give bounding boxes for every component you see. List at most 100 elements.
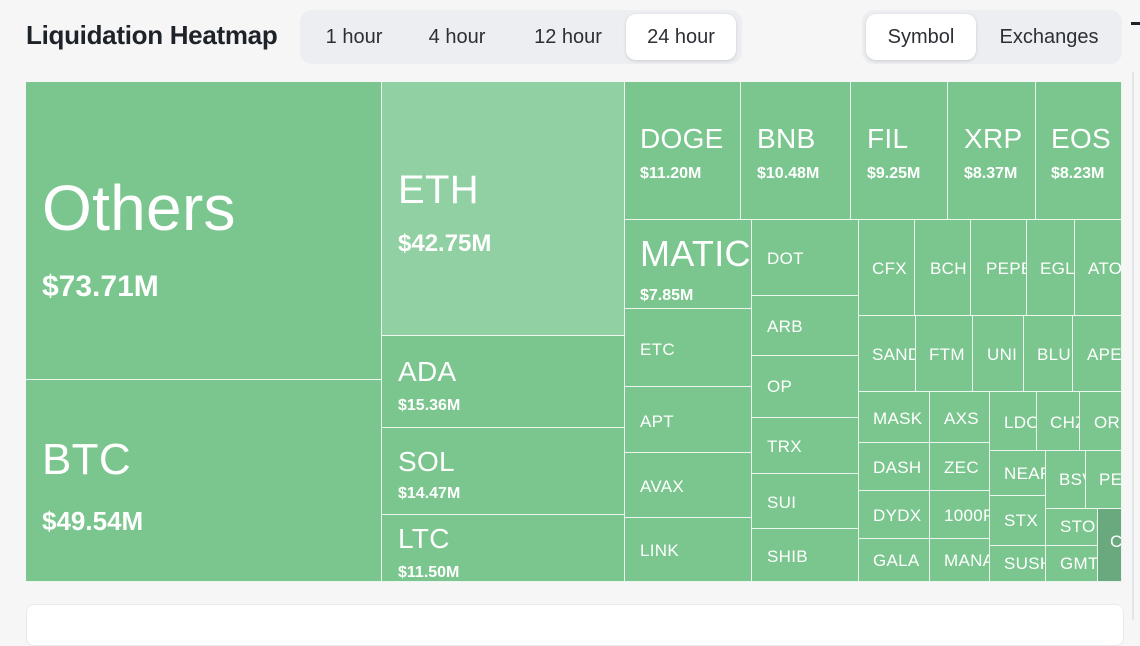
tile-symbol: STORJ [1060,517,1097,536]
heatmap-tile-btc[interactable]: BTC $49.54M [26,380,382,582]
tile-symbol: LDO [1004,413,1037,432]
tile-symbol: APE [1087,345,1122,364]
side-divider [1132,72,1134,620]
heatmap-tile-1000pepe[interactable]: 1000PEPE [930,491,990,539]
tile-symbol: TRX [767,437,802,456]
tile-symbol: ADA [398,356,457,387]
tile-symbol: DOT [767,249,804,268]
heatmap-tile-link[interactable]: LINK [625,518,752,582]
heatmap-tile-apt[interactable]: APT [625,387,752,453]
heatmap-tile-bch[interactable]: BCH [915,220,971,316]
heatmap-tile-avax[interactable]: AVAX [625,453,752,518]
heatmap-tile-sand[interactable]: SAND [859,316,916,392]
heatmap-tile-trx[interactable]: TRX [752,418,859,474]
tile-symbol: C [1110,532,1122,551]
tile-liquidation-amount: $10.48M [757,165,820,182]
heatmap-tile-bsv[interactable]: BSV [1046,451,1086,509]
heatmap-tile-gala[interactable]: GALA [859,539,930,582]
tile-symbol: ZEC [944,458,979,477]
heatmap-tile-matic[interactable]: MATIC $7.85M [625,220,752,309]
tile-symbol: BCH [930,259,967,278]
heatmap-tile-others[interactable]: Others $73.71M [26,82,382,380]
heatmap-tile-stx[interactable]: STX [990,496,1046,546]
heatmap-tile-dash[interactable]: DASH [859,443,930,491]
heatmap-tile-people[interactable]: PEOPLE [1086,451,1122,509]
tile-symbol: GMT [1060,554,1098,573]
tile-symbol: UNI [987,345,1018,364]
heatmap-tile-sushi[interactable]: SUSHI [990,546,1046,582]
tile-symbol: STX [1004,511,1038,530]
tile-liquidation-amount: $7.85M [640,287,694,304]
heatmap-tile-blur[interactable]: BLUR [1024,316,1073,392]
time-range-1h-button[interactable]: 1 hour [325,26,383,48]
tile-liquidation-amount: $15.36M [398,397,461,414]
heatmap-tile-storj[interactable]: STORJ [1046,509,1098,546]
view-symbol-button[interactable]: Symbol [866,14,976,60]
heatmap-tile-xrp[interactable]: XRP $8.37M [948,82,1036,220]
heatmap-tile-c[interactable]: C [1098,509,1122,582]
heatmap-tile-mask[interactable]: MASK [859,392,930,443]
heatmap-tile-uni[interactable]: UNI [973,316,1024,392]
tile-symbol: AXS [944,409,979,428]
heatmap-tile-cfx[interactable]: CFX [859,220,915,316]
heatmap-tile-arb[interactable]: ARB [752,296,859,356]
tile-symbol: LTC [398,523,450,554]
tile-symbol: APT [640,412,674,431]
tile-symbol: ETH [398,168,479,212]
view-exchanges-button[interactable]: Exchanges [999,26,1099,48]
tile-symbol: ETC [640,340,675,359]
heatmap-tile-egld[interactable]: EGLD [1027,220,1075,316]
heatmap-tile-ftm[interactable]: FTM [916,316,973,392]
heatmap-tile-gmt[interactable]: GMT [1046,546,1098,582]
heatmap-tile-eos[interactable]: EOS $8.23M [1036,82,1122,220]
heatmap-tile-etc[interactable]: ETC [625,309,752,387]
heatmap-tile-zec[interactable]: ZEC [930,443,990,491]
tile-symbol: FTM [929,345,965,364]
heatmap-tile-ltc[interactable]: LTC $11.50M [382,515,625,582]
time-range-12h-button[interactable]: 12 hour [534,26,602,48]
heatmap-tile-near[interactable]: NEAR [990,451,1046,496]
tile-symbol: SHIB [767,547,808,566]
tile-liquidation-amount: $14.47M [398,485,461,502]
heatmap-tile-sui[interactable]: SUI [752,474,859,529]
heatmap-tile-chz[interactable]: CHZ [1037,392,1080,451]
time-range-4h-button[interactable]: 4 hour [428,26,486,48]
time-range-24h-button[interactable]: 24 hour [626,14,736,60]
heatmap-tile-bnb[interactable]: BNB $10.48M [741,82,851,220]
tile-symbol: SUI [767,493,797,512]
liquidation-heatmap: Others $73.71M BTC $49.54M ETH $42.75M ADA $15.… [26,82,1122,582]
tile-symbol: BSV [1059,470,1085,489]
heatmap-tile-op[interactable]: OP [752,356,859,418]
tile-symbol: GALA [873,551,920,570]
time-range-selector: 1 hour 4 hour 12 hour 24 hour [300,10,742,64]
heatmap-tile-axs[interactable]: AXS [930,392,990,443]
heatmap-tile-ada[interactable]: ADA $15.36M [382,336,625,428]
tile-symbol: DOGE [640,123,724,154]
heatmap-tile-doge[interactable]: DOGE $11.20M [625,82,741,220]
tile-symbol: 1000PEPE [944,506,989,525]
heatmap-tile-atom[interactable]: ATOM [1075,220,1122,316]
heatmap-tile-eth[interactable]: ETH $42.75M [382,82,625,336]
heatmap-tile-ape[interactable]: APE [1073,316,1122,392]
tile-symbol: MATIC [640,233,751,274]
tile-symbol: SOL [398,446,455,477]
heatmap-tile-shib[interactable]: SHIB [752,529,859,582]
tile-symbol: OP [767,377,793,396]
tile-symbol: FIL [867,123,909,154]
tile-symbol: SAND [872,345,916,364]
heatmap-tile-mana[interactable]: MANA [930,539,990,582]
tile-symbol: CFX [872,259,907,278]
tile-symbol: XRP [964,123,1023,154]
tile-liquidation-amount: $42.75M [398,230,492,257]
tile-symbol: MASK [873,409,923,428]
heatmap-tile-ldo[interactable]: LDO [990,392,1037,451]
heatmap-tile-dot[interactable]: DOT [752,220,859,296]
page-title: Liquidation Heatmap [26,20,278,50]
heatmap-tile-dydx[interactable]: DYDX [859,491,930,539]
heatmap-tile-sol[interactable]: SOL $14.47M [382,428,625,515]
heatmap-tile-ordi[interactable]: ORDI [1080,392,1122,451]
tile-liquidation-amount: $49.54M [42,506,144,536]
view-selector: Symbol Exchanges [862,10,1122,64]
heatmap-tile-fil[interactable]: FIL $9.25M [851,82,948,220]
